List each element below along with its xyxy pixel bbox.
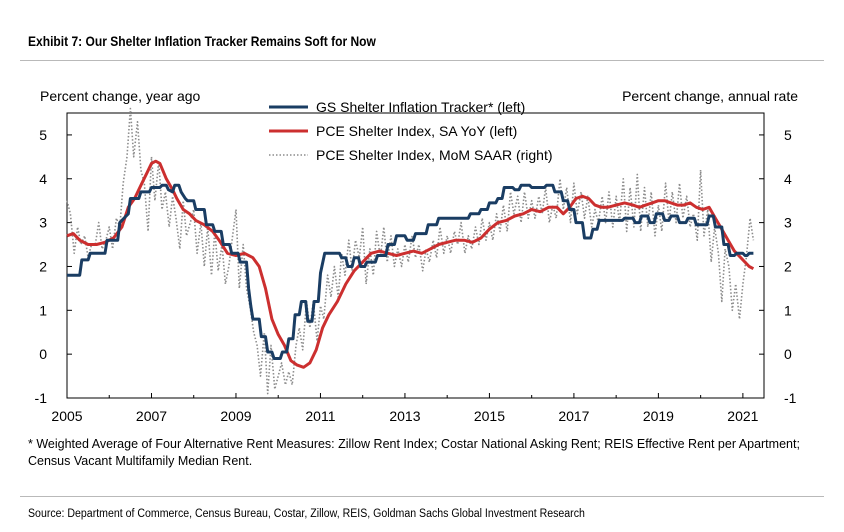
x-tick-label: 2013 [389,408,420,424]
series-layer [66,107,755,395]
series-gs-shelter-tracker [67,183,754,360]
left-tick-label: 1 [39,302,47,318]
left-tick-label: 4 [39,171,47,187]
x-tick-label: 2007 [136,408,167,424]
x-tick-label: 2005 [51,408,82,424]
chart-title: Exhibit 7: Our Shelter Inflation Tracker… [28,33,376,49]
left-tick-label: 0 [39,346,47,362]
right-tick-label: -1 [784,390,797,406]
plot-frame [66,112,765,399]
right-tick-label: 2 [784,258,792,274]
left-tick-label: -1 [35,390,48,406]
right-axis: -1 0 1 2 3 4 5 [759,127,797,406]
top-divider [20,60,824,61]
legend-label: GS Shelter Inflation Tracker* (left) [316,99,525,115]
x-tick-label: 2011 [305,408,335,424]
right-tick-label: 5 [784,127,792,143]
left-tick-label: 3 [39,215,47,231]
source-note: Source: Department of Commerce, Census B… [28,508,585,520]
right-tick-label: 1 [784,302,792,318]
legend-label: PCE Shelter Index, MoM SAAR (right) [316,147,553,163]
left-axis: -1 0 1 2 3 4 5 [35,127,72,406]
x-tick-label: 2019 [643,408,674,424]
bottom-divider [20,496,824,497]
left-tick-label: 2 [39,258,47,274]
right-tick-label: 3 [784,215,792,231]
legend-label: PCE Shelter Index, SA YoY (left) [316,123,517,139]
x-tick-label: 2017 [558,408,589,424]
footnote: * Weighted Average of Four Alternative R… [28,437,800,468]
x-tick-label: 2009 [220,408,251,424]
right-axis-title: Percent change, annual rate [622,88,798,104]
right-tick-label: 4 [784,171,792,187]
x-tick-label: 2015 [474,408,505,424]
x-axis: 2005 2007 2009 2011 2013 2015 2017 2019 2021 [51,393,759,424]
legend: GS Shelter Inflation Tracker* (left) PCE … [269,99,553,163]
x-tick-label: 2021 [727,408,758,424]
series-pce-shelter-mom [66,107,755,395]
left-tick-label: 5 [39,127,47,143]
left-axis-title: Percent change, year ago [40,88,201,104]
right-tick-label: 0 [784,346,792,362]
